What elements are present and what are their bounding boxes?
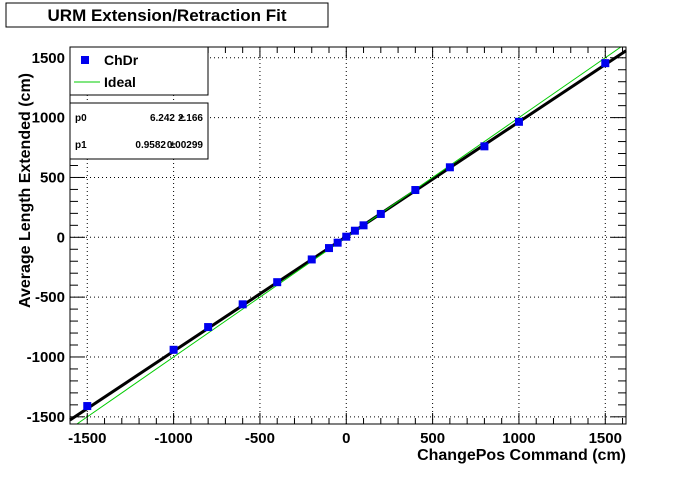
data-point-chdr bbox=[83, 402, 92, 411]
chart-title: URM Extension/Retraction Fit bbox=[48, 6, 287, 25]
data-point-chdr bbox=[514, 117, 523, 126]
title-box bbox=[5, 2, 329, 28]
y-tick-label: 500 bbox=[40, 169, 65, 186]
y-tick-label: 0 bbox=[57, 229, 65, 246]
y-tick-label: 1500 bbox=[32, 50, 65, 67]
x-tick-label: 1000 bbox=[502, 430, 535, 447]
y-tick-label: 1000 bbox=[32, 110, 65, 127]
x-tick-label: 1500 bbox=[589, 430, 622, 447]
x-tick-label: -1500 bbox=[68, 430, 106, 447]
data-point-chdr bbox=[480, 142, 489, 151]
plot-frame bbox=[69, 46, 627, 425]
legend-label-ideal: Ideal bbox=[104, 74, 136, 90]
legend-box bbox=[69, 46, 209, 96]
data-point-chdr bbox=[204, 323, 213, 332]
data-point-chdr bbox=[273, 278, 282, 287]
y-tick-label: -1000 bbox=[27, 349, 65, 366]
stat-p1-pm: ± bbox=[170, 140, 176, 151]
x-tick-label: -500 bbox=[245, 430, 275, 447]
stat-p0-error: 2.166 bbox=[178, 113, 203, 124]
data-point-chdr bbox=[342, 232, 351, 241]
y-axis-title: Average Length Extended (cm) bbox=[17, 73, 34, 308]
y-tick-label: -500 bbox=[35, 289, 65, 306]
x-tick-label: 500 bbox=[420, 430, 445, 447]
stats-box: p0 6.242 ± 2.166 p1 0.9582 ± 0.00299 bbox=[69, 102, 209, 160]
stat-p0-value: 6.242 bbox=[150, 113, 175, 124]
data-point-chdr bbox=[333, 238, 342, 247]
data-point-chdr bbox=[601, 59, 610, 68]
series-layer bbox=[69, 46, 627, 425]
legend-label-chdr: ChDr bbox=[104, 52, 139, 68]
stats-frame bbox=[69, 102, 209, 160]
data-point-chdr bbox=[325, 244, 334, 253]
data-point-chdr bbox=[411, 186, 420, 195]
stat-p0-pm: ± bbox=[179, 113, 185, 124]
y-tick-label: -1500 bbox=[27, 409, 65, 426]
x-tick-label: 0 bbox=[342, 430, 350, 447]
data-point-chdr bbox=[350, 226, 359, 235]
stat-p1-name: p1 bbox=[75, 140, 87, 151]
legend-marker-chdr bbox=[81, 56, 89, 64]
data-point-chdr bbox=[359, 221, 368, 230]
data-point-chdr bbox=[376, 209, 385, 218]
data-point-chdr bbox=[238, 300, 247, 309]
data-point-chdr bbox=[169, 345, 178, 354]
x-axis-title: ChangePos Command (cm) bbox=[417, 447, 626, 464]
x-tick-label: -1000 bbox=[154, 430, 192, 447]
data-point-chdr bbox=[445, 163, 454, 172]
data-point-chdr bbox=[307, 255, 316, 264]
stat-p1-value: 0.9582 bbox=[135, 140, 166, 151]
stat-p0-name: p0 bbox=[75, 113, 87, 124]
stat-p1-error: 0.00299 bbox=[167, 140, 204, 151]
legend: ChDr Ideal bbox=[69, 46, 209, 96]
